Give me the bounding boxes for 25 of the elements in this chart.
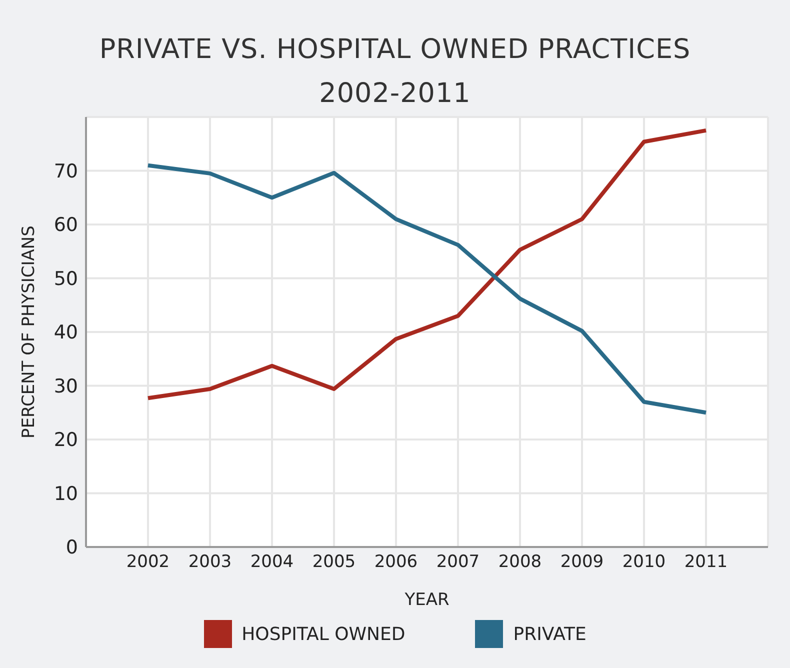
x-tick-label: 2004	[250, 552, 294, 572]
y-axis-title: PERCENT OF PHYSICIANS	[19, 226, 40, 438]
legend-label: HOSPITAL OWNED	[242, 624, 406, 644]
x-tick-label: 2008	[498, 552, 542, 572]
y-tick-label: 20	[54, 429, 78, 452]
y-tick-label: 50	[54, 268, 78, 290]
x-tick-label: 2006	[374, 552, 418, 572]
x-tick-label: 2002	[126, 552, 170, 572]
x-tick-label: 2010	[622, 552, 666, 572]
x-tick-label: 2007	[436, 552, 480, 572]
line-series	[146, 163, 708, 415]
x-axis-title: YEAR	[404, 590, 450, 610]
y-tick-label: 30	[54, 375, 78, 398]
line-series	[146, 128, 708, 400]
y-tick-label: 70	[54, 160, 78, 182]
legend-label: PRIVATE	[513, 624, 586, 644]
y-tick-label: 60	[54, 214, 78, 236]
chart-title: PRIVATE VS. HOSPITAL OWNED PRACTICES 2002-2011	[98, 33, 692, 111]
x-tick-label: 2005	[312, 552, 356, 572]
y-tick-label: 10	[54, 482, 78, 505]
x-tick-label: 2009	[560, 552, 604, 572]
x-tick-label: 2003	[188, 552, 232, 572]
y-tick-label: 40	[54, 322, 78, 344]
x-tick-label: 2011	[684, 552, 728, 572]
y-tick-label: 0	[66, 536, 78, 559]
